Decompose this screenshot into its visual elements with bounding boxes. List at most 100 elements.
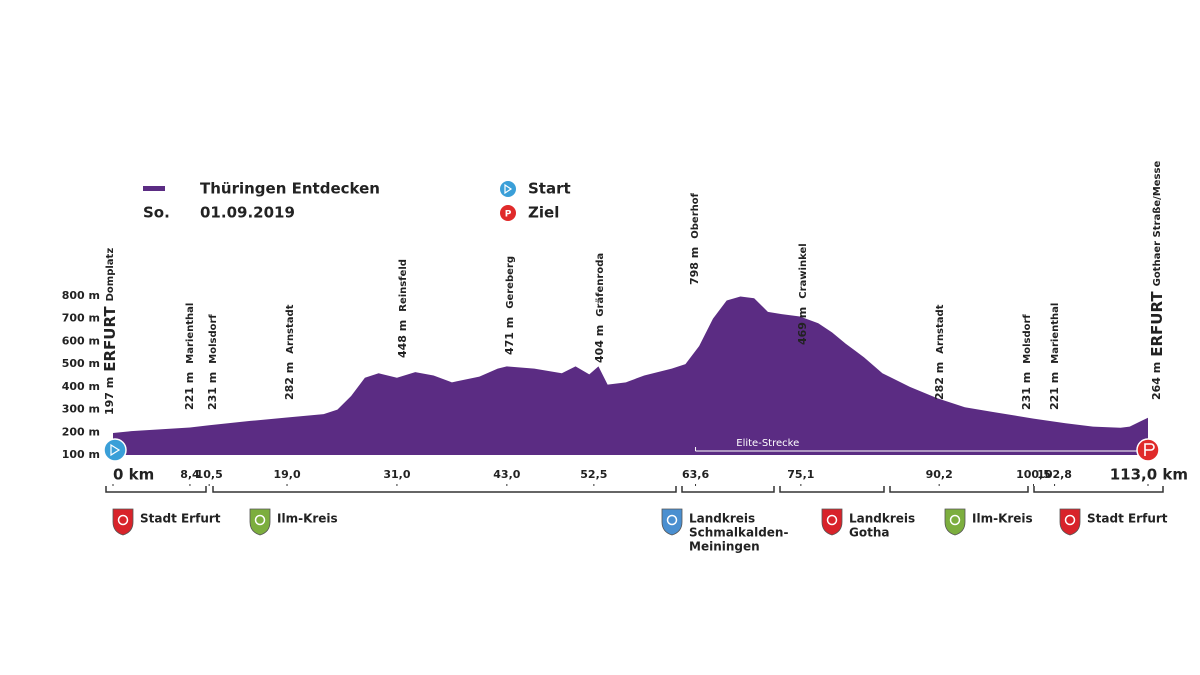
annotation-detail: Arnstadt (935, 304, 946, 353)
annotation-elevation: 469 m (796, 307, 809, 345)
annotation-place: ERFURT (101, 306, 119, 372)
annotation: 282 m Arnstadt (933, 304, 946, 400)
bracket (779, 486, 885, 493)
annotation: 264 m ERFURT Gothaer Straße/Messe (1148, 161, 1166, 400)
x-tick-label: 100,5 (1016, 468, 1051, 481)
annotation-elevation: 282 m (283, 362, 296, 400)
x-tick-label: 52,5 (580, 468, 607, 481)
start-marker (103, 438, 127, 462)
finish-icon (500, 205, 516, 221)
region-crest (944, 508, 966, 536)
x-tick-label: 113,0 km (1110, 466, 1188, 484)
annotation: 221 m Marienthal (183, 303, 196, 410)
legend: Thüringen Entdecken So. 01.09.2019 Start… (143, 180, 571, 222)
annotation-elevation: 282 m (933, 362, 946, 400)
date-prefix: So. (143, 204, 170, 222)
y-tick-label: 700 m (62, 312, 100, 325)
annotation: 231 m Molsdorf (1020, 314, 1033, 410)
annotation-elevation: 221 m (1048, 372, 1061, 410)
annotation-elevation: 264 m (1150, 362, 1163, 400)
x-tick-label: 10,5 (196, 468, 223, 481)
region-crest (1059, 508, 1081, 536)
annotation-elevation: 221 m (183, 372, 196, 410)
annotation-detail: Molsdorf (1022, 314, 1033, 364)
y-tick-label: 500 m (62, 357, 100, 370)
region-crest (249, 508, 271, 536)
elevation-area (113, 296, 1148, 455)
y-tick-label: 300 m (62, 403, 100, 416)
annotation-elevation: 404 m (593, 325, 606, 363)
annotation-elevation: 231 m (206, 372, 219, 410)
annotation-elevation: 448 m (396, 320, 409, 358)
region-label: Stadt Erfurt (1087, 512, 1168, 526)
x-tick-label: 75,1 (787, 468, 814, 481)
legend-label: Thüringen Entdecken (200, 180, 380, 198)
annotation-detail: Gereberg (505, 256, 516, 309)
annotation-detail: Gräfenroda (595, 253, 606, 317)
bracket (681, 486, 775, 493)
annotation: 404 m Gräfenroda (593, 253, 606, 363)
x-tick-label: 63,6 (682, 468, 709, 481)
start-icon-glyph (504, 183, 513, 195)
start-icon (500, 181, 516, 197)
annotation-elevation: 471 m (503, 317, 516, 355)
annotation: 282 m Arnstadt (283, 304, 296, 400)
x-tick-label: 31,0 (383, 468, 410, 481)
y-tick-label: 800 m (62, 289, 100, 302)
region-crest-emblem (117, 514, 129, 526)
x-tick-label: 102,8 (1037, 468, 1072, 481)
annotation-elevation: 798 m (688, 247, 701, 285)
region-crest-emblem (1064, 514, 1076, 526)
x-tick-label: 43,0 (493, 468, 520, 481)
region-crest (112, 508, 134, 536)
annotation-detail: Domplatz (105, 248, 116, 302)
annotation: 448 m Reinsfeld (396, 259, 409, 358)
region-brackets (105, 486, 1164, 493)
annotation-detail: Marienthal (1050, 303, 1061, 364)
annotation-detail: Molsdorf (208, 314, 219, 364)
annotation-elevation: 231 m (1020, 372, 1033, 410)
annotation-detail: Oberhof (690, 192, 701, 238)
bracket (1033, 486, 1164, 493)
annotation: 221 m Marienthal (1048, 303, 1061, 410)
route-label: Elite-Strecke (736, 438, 799, 449)
y-tick-label: 200 m (62, 425, 100, 438)
annotation-detail: Reinsfeld (398, 259, 409, 312)
region-crest-emblem (666, 514, 678, 526)
finish-icon-glyph: P (505, 210, 512, 220)
region-crest (821, 508, 843, 536)
bracket (212, 486, 677, 493)
x-tick-label: 8,4 (180, 468, 200, 481)
x-tick-label: 19,0 (273, 468, 300, 481)
region-crest-emblem (254, 514, 266, 526)
region-label: Ilm-Kreis (972, 512, 1033, 526)
y-tick-label: 100 m (62, 448, 100, 461)
bracket (889, 486, 1029, 493)
region-label: Stadt Erfurt (140, 512, 221, 526)
annotation-detail: Marienthal (185, 303, 196, 364)
bracket (105, 486, 207, 493)
start-label: Start (528, 180, 571, 198)
region-crest-emblem (949, 514, 961, 526)
y-tick-label: 600 m (62, 334, 100, 347)
annotation-detail: Arnstadt (285, 304, 296, 353)
annotation-elevation: 197 m (103, 377, 116, 415)
region-label: Meiningen (689, 540, 760, 554)
y-tick-label: 400 m (62, 380, 100, 393)
annotation-place: ERFURT (1148, 291, 1166, 357)
annotation-detail: Gothaer Straße/Messe (1152, 161, 1163, 287)
region-crest-emblem (826, 514, 838, 526)
start-marker-glyph (110, 443, 121, 457)
x-tick-label: 0 km (113, 466, 154, 484)
region-label: Gotha (849, 526, 889, 540)
finish-marker-glyph (1144, 443, 1155, 456)
finish-label: Ziel (528, 204, 559, 222)
x-tick-label: 90,2 (926, 468, 953, 481)
annotation: 471 m Gereberg (503, 256, 516, 355)
region-label: Landkreis (689, 512, 755, 526)
region-crest (661, 508, 683, 536)
annotation-detail: Crawinkel (798, 243, 809, 298)
region-label: Schmalkalden- (689, 526, 788, 540)
annotation: 469 m Crawinkel (796, 243, 809, 345)
